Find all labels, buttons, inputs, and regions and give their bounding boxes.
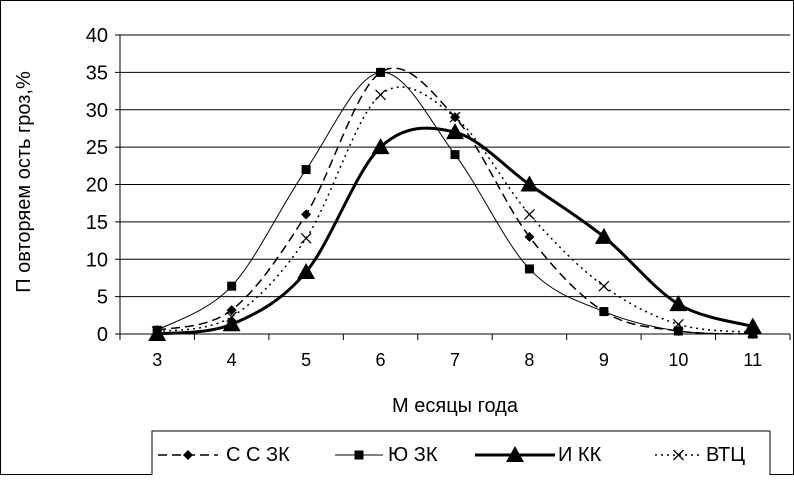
diamond-marker bbox=[301, 209, 312, 220]
x-tick-label: 3 bbox=[152, 350, 162, 370]
y-tick-label: 20 bbox=[86, 175, 108, 197]
cross-marker bbox=[672, 318, 684, 330]
triangle-marker bbox=[594, 227, 613, 244]
series-line bbox=[156, 71, 753, 335]
cross-stroke bbox=[747, 327, 759, 338]
triangle-marker bbox=[222, 315, 241, 332]
cross-stroke bbox=[375, 89, 387, 101]
x-tick-label: 8 bbox=[524, 350, 534, 370]
diamond-marker bbox=[226, 305, 237, 316]
legend-label: Ю ЗК bbox=[388, 444, 438, 466]
cross-stroke bbox=[673, 449, 684, 461]
cross-stroke bbox=[672, 318, 684, 330]
square-marker bbox=[450, 150, 460, 160]
marker-layer bbox=[148, 67, 762, 341]
y-tick-label: 40 bbox=[86, 25, 108, 47]
x-tick-label: 7 bbox=[450, 350, 460, 370]
triangle-marker bbox=[297, 262, 316, 279]
square-marker bbox=[354, 450, 364, 460]
square-marker bbox=[301, 165, 311, 175]
triangle-marker bbox=[506, 446, 524, 462]
y-tick-label: 30 bbox=[86, 100, 108, 122]
triangle-marker bbox=[446, 123, 464, 140]
cross-marker bbox=[449, 111, 461, 123]
cross-stroke bbox=[226, 311, 238, 323]
legend-label: И КК bbox=[558, 444, 602, 466]
series-line bbox=[157, 67, 753, 335]
legend: С С ЗК Ю ЗК И КК ВТЦ bbox=[151, 430, 771, 478]
triangle-marker bbox=[669, 295, 688, 312]
x-axis-label: М есяцы года bbox=[392, 395, 519, 417]
legend-label: ВТЦ bbox=[706, 444, 745, 466]
cross-marker bbox=[151, 326, 163, 338]
legend-box bbox=[151, 430, 771, 478]
cross-stroke bbox=[449, 111, 461, 123]
triangle-marker bbox=[743, 317, 762, 334]
y-tick-label: 15 bbox=[86, 212, 108, 234]
y-tick-label: 10 bbox=[86, 249, 108, 271]
x-tick-label: 6 bbox=[376, 350, 386, 370]
cross-stroke bbox=[523, 208, 535, 220]
x-tick-label: 9 bbox=[599, 350, 609, 370]
x-tick-label: 10 bbox=[668, 350, 688, 370]
cross-marker bbox=[300, 232, 312, 244]
cross-marker bbox=[375, 89, 387, 101]
square-marker bbox=[376, 67, 386, 77]
y-tick-label: 35 bbox=[86, 62, 108, 84]
x-tick-label: 4 bbox=[227, 350, 237, 370]
axis-layer: 0 5 10 15 20 25 30 35 40 3 4 5 6 7 8 9 10 11 bbox=[86, 25, 791, 370]
x-tick-label: 11 bbox=[743, 350, 762, 370]
cross-marker bbox=[673, 449, 684, 461]
cross-marker bbox=[226, 311, 238, 323]
triangle-marker bbox=[371, 138, 390, 155]
cross-stroke bbox=[598, 280, 610, 292]
square-marker bbox=[673, 326, 683, 336]
square-marker bbox=[227, 281, 237, 291]
square-marker bbox=[599, 307, 609, 317]
square-marker bbox=[748, 329, 758, 339]
series-markers bbox=[151, 89, 759, 338]
x-tick-label: 5 bbox=[301, 350, 311, 370]
diamond-marker bbox=[183, 450, 193, 460]
y-axis-label: П овторяем ость гроз,% bbox=[13, 71, 35, 293]
y-tick-label: 5 bbox=[97, 287, 108, 309]
y-tick-label: 25 bbox=[86, 137, 108, 159]
diamond-marker bbox=[524, 231, 535, 242]
cross-stroke bbox=[300, 232, 312, 244]
cross-marker bbox=[523, 208, 535, 220]
triangle-marker bbox=[520, 175, 539, 192]
cross-marker bbox=[747, 327, 759, 338]
cross-marker bbox=[598, 280, 610, 292]
legend-label: С С ЗК bbox=[226, 444, 290, 466]
square-marker bbox=[524, 264, 534, 274]
cross-stroke bbox=[151, 326, 163, 338]
y-tick-label: 0 bbox=[97, 324, 108, 346]
